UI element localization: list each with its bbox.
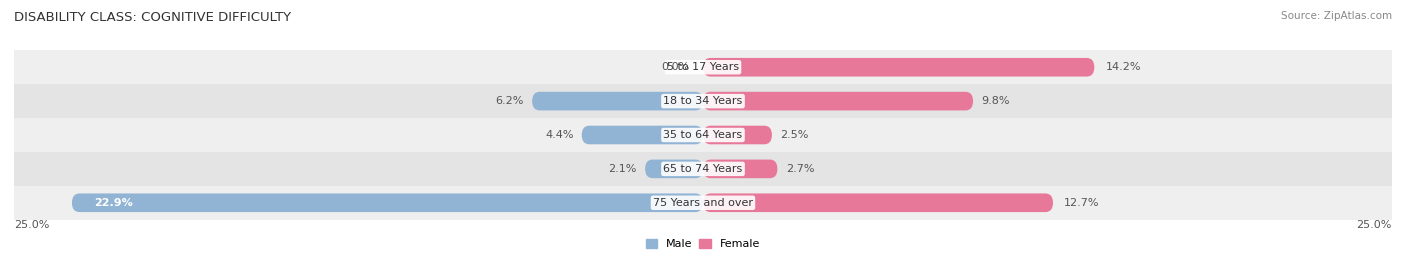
Text: 2.5%: 2.5%: [780, 130, 808, 140]
Text: 9.8%: 9.8%: [981, 96, 1010, 106]
Text: 75 Years and over: 75 Years and over: [652, 198, 754, 208]
Text: 14.2%: 14.2%: [1105, 62, 1140, 72]
Text: 25.0%: 25.0%: [14, 220, 49, 230]
Bar: [14, 118, 1392, 152]
Text: 2.7%: 2.7%: [786, 164, 814, 174]
Legend: Male, Female: Male, Female: [641, 235, 765, 254]
FancyBboxPatch shape: [703, 193, 1053, 212]
Bar: [14, 186, 1392, 220]
Text: 25.0%: 25.0%: [1357, 220, 1392, 230]
Text: 18 to 34 Years: 18 to 34 Years: [664, 96, 742, 106]
Text: 2.1%: 2.1%: [609, 164, 637, 174]
Text: DISABILITY CLASS: COGNITIVE DIFFICULTY: DISABILITY CLASS: COGNITIVE DIFFICULTY: [14, 11, 291, 24]
Text: 0.0%: 0.0%: [661, 62, 689, 72]
FancyBboxPatch shape: [582, 126, 703, 144]
FancyBboxPatch shape: [703, 92, 973, 110]
FancyBboxPatch shape: [72, 193, 703, 212]
Text: 6.2%: 6.2%: [495, 96, 524, 106]
Bar: [14, 152, 1392, 186]
Text: 22.9%: 22.9%: [94, 198, 132, 208]
FancyBboxPatch shape: [531, 92, 703, 110]
FancyBboxPatch shape: [703, 160, 778, 178]
Text: 4.4%: 4.4%: [546, 130, 574, 140]
FancyBboxPatch shape: [703, 58, 1094, 77]
Text: Source: ZipAtlas.com: Source: ZipAtlas.com: [1281, 11, 1392, 21]
Text: 5 to 17 Years: 5 to 17 Years: [666, 62, 740, 72]
Bar: [14, 84, 1392, 118]
FancyBboxPatch shape: [703, 126, 772, 144]
Bar: [14, 50, 1392, 84]
Text: 12.7%: 12.7%: [1064, 198, 1099, 208]
Text: 35 to 64 Years: 35 to 64 Years: [664, 130, 742, 140]
FancyBboxPatch shape: [645, 160, 703, 178]
Text: 65 to 74 Years: 65 to 74 Years: [664, 164, 742, 174]
